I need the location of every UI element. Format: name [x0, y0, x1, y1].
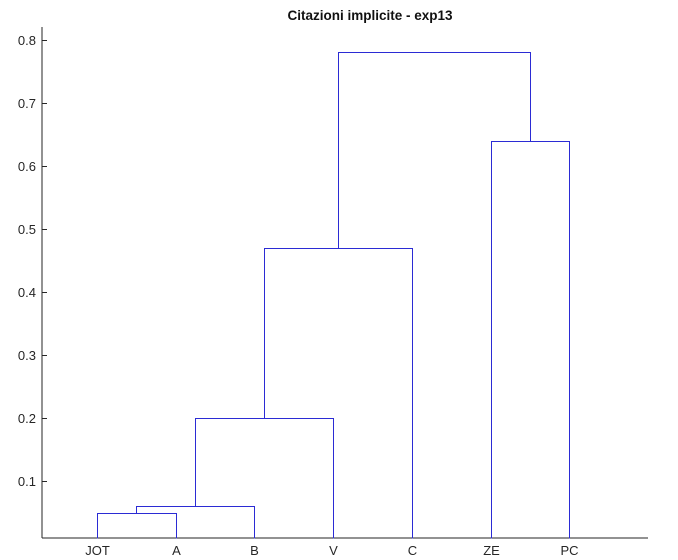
y-tick-label: 0.6 — [18, 159, 36, 174]
y-tick-label: 0.3 — [18, 348, 36, 363]
merge-link — [195, 418, 334, 539]
x-tick-label-pc: PC — [560, 543, 578, 558]
y-tick-label: 0.5 — [18, 222, 36, 237]
y-tick-label: 0.8 — [18, 33, 36, 48]
x-tick-label-v: V — [329, 543, 338, 558]
y-tick-label: 0.7 — [18, 96, 36, 111]
y-tick-labels: 0.1 0.2 0.3 0.4 0.5 0.6 0.7 0.8 — [18, 33, 36, 489]
merge-link — [491, 141, 570, 539]
x-tick-label-c: C — [408, 543, 417, 558]
merge-link — [264, 248, 413, 539]
dendrogram-links — [97, 52, 570, 539]
x-tick-label-ze: ZE — [483, 543, 500, 558]
merge-link — [338, 52, 531, 249]
merge-link — [97, 513, 177, 539]
axes — [41, 27, 648, 539]
x-tick-label-jot: JOT — [85, 543, 110, 558]
y-tick-label: 0.1 — [18, 474, 36, 489]
merge-link — [136, 506, 255, 539]
y-tick-label: 0.4 — [18, 285, 36, 300]
chart-title: Citazioni implicite - exp13 — [287, 8, 453, 23]
x-tick-label-a: A — [172, 543, 181, 558]
x-tick-labels: JOT A B V C ZE PC — [85, 543, 578, 558]
x-tick-label-b: B — [250, 543, 259, 558]
y-tick-label: 0.2 — [18, 411, 36, 426]
